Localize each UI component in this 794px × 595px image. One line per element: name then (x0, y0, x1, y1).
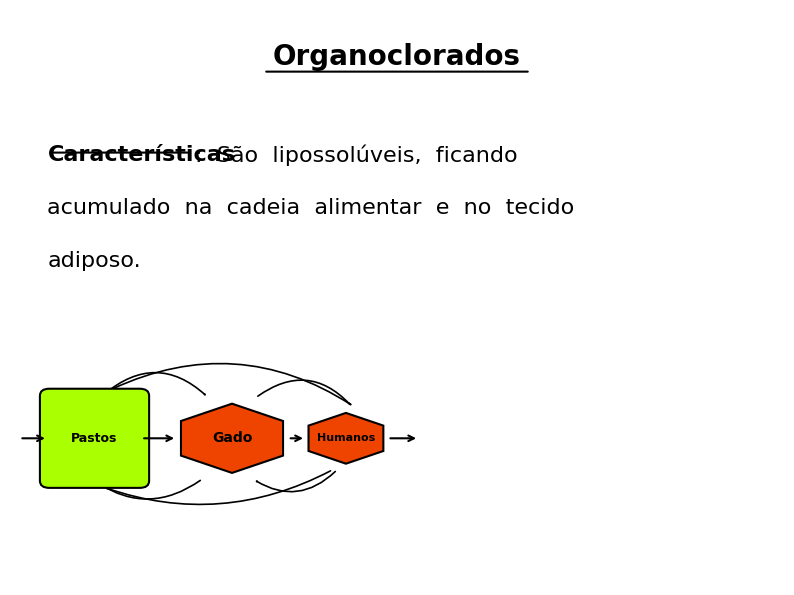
Polygon shape (309, 413, 384, 464)
Text: adiposo.: adiposo. (48, 250, 141, 271)
Text: Características: Características (48, 145, 235, 165)
FancyArrowPatch shape (113, 364, 351, 405)
Text: Humanos: Humanos (317, 433, 375, 443)
Text: Pastos: Pastos (71, 432, 118, 445)
Text: :  São  lipossolúveis,  ficando: : São lipossolúveis, ficando (195, 145, 518, 167)
Text: Gado: Gado (212, 431, 252, 445)
FancyBboxPatch shape (40, 389, 149, 488)
FancyArrowPatch shape (98, 480, 200, 499)
Polygon shape (181, 403, 283, 473)
Text: Organoclorados: Organoclorados (273, 43, 521, 71)
FancyArrowPatch shape (106, 471, 330, 505)
FancyArrowPatch shape (256, 471, 335, 491)
FancyArrowPatch shape (258, 380, 349, 403)
Text: acumulado  na  cadeia  alimentar  e  no  tecido: acumulado na cadeia alimentar e no tecid… (48, 198, 575, 218)
FancyArrowPatch shape (105, 372, 205, 394)
